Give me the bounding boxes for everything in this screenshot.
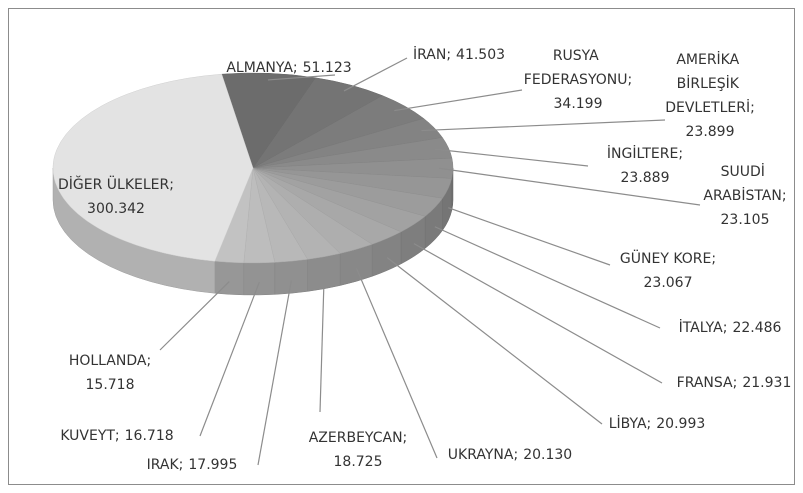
- leader-line: [159, 281, 230, 351]
- label-separator: ;: [169, 177, 174, 193]
- data-label: 51.123: [303, 60, 352, 76]
- label-line: İRAN: [413, 45, 446, 63]
- data-label: 300.342: [87, 201, 145, 217]
- label-line: ALMANYA: [226, 60, 293, 76]
- leader-line: [199, 281, 260, 437]
- label-line: İNGİLTERE: [607, 144, 678, 162]
- leader-line: [394, 89, 523, 112]
- label-line: AMERİKA: [676, 50, 743, 68]
- leader-line: [434, 148, 589, 167]
- data-label: 23.105: [721, 212, 770, 228]
- data-label: 16.718: [125, 428, 174, 444]
- data-label-category: HOLLANDA: [69, 353, 147, 369]
- leader-line: [356, 268, 438, 459]
- label-separator: ;: [146, 353, 151, 369]
- pie-side: [243, 262, 276, 296]
- data-label: 41.503: [456, 47, 505, 63]
- leader-line: [413, 243, 663, 384]
- label-line: LİBYA: [609, 414, 647, 432]
- data-label-category: İTALYA: [679, 318, 724, 336]
- label-line: HOLLANDA: [69, 353, 147, 369]
- data-label: 21.931: [742, 375, 791, 391]
- label-line: BİRLEŞİK: [677, 74, 744, 92]
- pie-tops: [52, 72, 454, 264]
- data-label: 34.199: [554, 96, 603, 112]
- leader-line: [438, 167, 701, 206]
- data-label-category: UKRAYNA: [448, 447, 514, 463]
- data-label: 23.889: [621, 170, 670, 186]
- data-label-category: İNGİLTERE: [607, 144, 678, 162]
- label-line: ARABİSTAN: [703, 186, 781, 204]
- data-label-category: KUVEYT: [60, 428, 115, 444]
- label-line: DEVLETLERİ: [665, 98, 750, 116]
- data-label-category: İRAN: [413, 45, 446, 63]
- data-label-category: SUUDİ ARABİSTAN: [703, 162, 781, 204]
- label-separator: ;: [647, 416, 652, 432]
- label-line: FRANSA: [677, 375, 733, 391]
- leader-line: [448, 207, 611, 266]
- labels: ALMANYA; 51.123 İRAN; 41.503 RUSYA FEDERASYO…: [58, 45, 791, 473]
- label-line: FEDERASYONU: [524, 72, 628, 88]
- data-label-category: AZERBEYCAN: [309, 430, 403, 446]
- data-label-category: IRAK: [147, 457, 180, 473]
- leader-line: [267, 74, 336, 81]
- leader-line: [343, 57, 408, 92]
- data-label-category: DİĞER ÜLKELER: [58, 175, 170, 193]
- data-label: 17.995: [188, 457, 237, 473]
- data-label: 23.899: [686, 124, 735, 140]
- pie-sides: [52, 167, 454, 296]
- label-separator: ;: [678, 146, 683, 162]
- label-separator: ;: [293, 60, 298, 76]
- label-line: RUSYA: [553, 48, 603, 64]
- label-line: GÜNEY KORE: [620, 249, 711, 267]
- label-line: KUVEYT: [60, 428, 115, 444]
- leader-line: [386, 257, 603, 425]
- label-line: SUUDİ: [721, 162, 770, 180]
- data-label: 20.130: [523, 447, 572, 463]
- leader-line: [319, 275, 325, 413]
- pie-side: [274, 259, 308, 295]
- leader-line: [257, 280, 292, 466]
- data-label-category: AMERİKA BİRLEŞİK DEVLETLERİ: [665, 50, 750, 116]
- label-line: UKRAYNA: [448, 447, 514, 463]
- label-separator: ;: [711, 251, 716, 267]
- label-line: AZERBEYCAN: [309, 430, 403, 446]
- data-label-category: RUSYA FEDERASYONU: [524, 48, 628, 88]
- leader-lines: [159, 57, 701, 466]
- data-label-category: GÜNEY KORE: [620, 249, 711, 267]
- label-separator: ;: [750, 100, 755, 116]
- data-label-category: LİBYA: [609, 414, 647, 432]
- label-separator: ;: [403, 430, 408, 446]
- data-label: 22.486: [732, 320, 781, 336]
- label-separator: ;: [723, 320, 728, 336]
- data-label: 23.067: [644, 275, 693, 291]
- data-label-category: FRANSA: [677, 375, 733, 391]
- data-label-category: ALMANYA: [226, 60, 293, 76]
- label-separator: ;: [627, 72, 632, 88]
- pie-slice: [52, 73, 254, 262]
- pie-side: [214, 260, 245, 296]
- label-separator: ;: [733, 375, 738, 391]
- label-separator: ;: [782, 188, 787, 204]
- label-line: DİĞER ÜLKELER: [58, 175, 170, 193]
- label-separator: ;: [179, 457, 184, 473]
- data-label: 15.718: [86, 377, 135, 393]
- label-separator: ;: [115, 428, 120, 444]
- label-line: IRAK: [147, 457, 180, 473]
- leader-line: [421, 119, 666, 132]
- data-label: 18.725: [334, 454, 383, 470]
- leader-line: [434, 226, 661, 329]
- label-line: İTALYA: [679, 318, 724, 336]
- data-label: 20.993: [656, 416, 705, 432]
- label-separator: ;: [446, 47, 451, 63]
- label-separator: ;: [513, 447, 518, 463]
